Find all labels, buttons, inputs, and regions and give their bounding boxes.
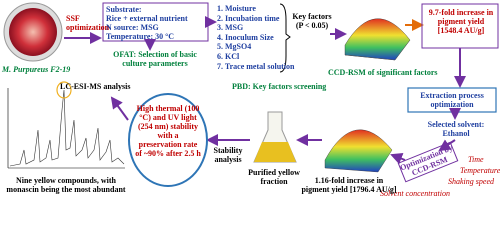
factor-item: 7. Trace metal solution — [217, 61, 295, 71]
substrate-line-list: Substrate: Rice + external nutrient N sour… — [106, 5, 188, 41]
yield1-label: 9.7-fold increase in pigment yield [1548… — [428, 8, 494, 35]
arrow — [438, 139, 456, 152]
extraction-label: Extraction process optimization — [420, 91, 484, 109]
solvent-label: Selected solvent: Ethanol — [427, 120, 485, 138]
surface-plot — [344, 18, 411, 61]
stability-label: High thermal (100 °C) and UV light (254 … — [135, 104, 201, 158]
bracket — [279, 3, 291, 73]
factor-item: 2. Incubation time — [217, 13, 280, 23]
variable: Shaking speed — [448, 177, 494, 186]
substrate-line: Temperature: 30 °C — [106, 32, 175, 41]
purified-label: Purified yellow fraction — [248, 168, 300, 186]
ofat-label: OFAT: Selection of basic culture paramet… — [113, 50, 197, 68]
variable: Time — [468, 155, 484, 164]
factor-item: 6. KCl — [217, 51, 240, 61]
variable: Solvent concentration — [380, 189, 450, 198]
factor-item: 3. MSG — [217, 23, 244, 33]
pbd-label: PBD: Key factors screening — [232, 82, 327, 91]
lcms-label: LC-ESI-MS analysis — [60, 82, 131, 91]
flask — [253, 111, 297, 163]
optimization-box — [397, 141, 459, 183]
yield2-label: 1.16-fold increase in pigment yield [179… — [301, 176, 397, 194]
stability-step: Stability analysis — [213, 146, 243, 164]
key-factors: Key factors (P < 0.05) — [292, 12, 332, 30]
factor-item: 4. Inoculum Size — [217, 32, 274, 42]
variable-list: Time Temperature Shaking speed Solvent conc… — [380, 155, 500, 198]
substrate-line: Rice + external nutrient — [106, 14, 188, 23]
graphical-abstract: M. Purpureus F2-19 SSF optimization Subs… — [2, 2, 500, 198]
stability-ellipse — [128, 93, 208, 187]
substrate-line: N source: MSG — [106, 23, 159, 32]
factor-item: 1. Moisture — [217, 4, 256, 13]
ssf-label: SSF optimization — [66, 14, 110, 32]
compounds-label: Nine yellow compounds, with monascin bei… — [6, 176, 126, 194]
variable: Temperature — [460, 166, 500, 175]
factor-item-list: 1. Moisture 2. Incubation time 3. MSG 4. In… — [217, 4, 294, 71]
arrow — [110, 96, 129, 121]
organism-label: M. Purpureus F2-19 — [2, 65, 71, 74]
surface-plot-2 — [324, 129, 393, 173]
petri-dish — [3, 2, 63, 62]
diagram-shapes — [3, 2, 499, 187]
ccd-label: CCD-RSM of significant factors — [328, 68, 438, 77]
substrate-line: Substrate: — [106, 5, 142, 14]
arrow — [390, 152, 406, 165]
factor-item: 5. MgSO4 — [217, 42, 252, 52]
chromatogram — [7, 81, 125, 169]
